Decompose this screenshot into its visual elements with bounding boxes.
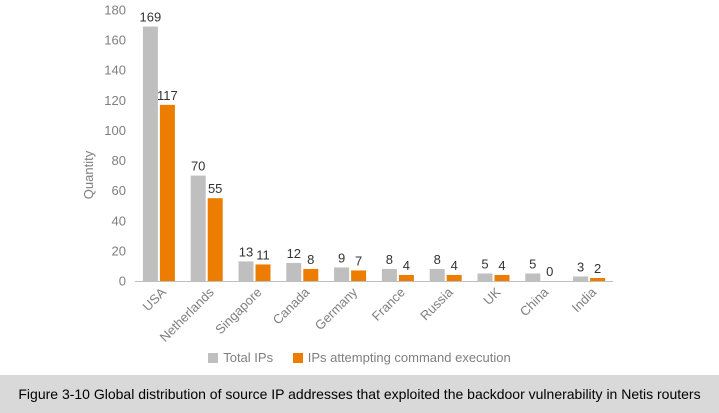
legend-item-total-ips: Total IPs (208, 350, 273, 365)
y-tick-label: 100 (104, 123, 126, 138)
x-tick-label-usa: USA (140, 284, 170, 314)
figure-caption: Figure 3-10 Global distribution of sourc… (0, 375, 719, 413)
data-label-singapore-total-ips: 13 (239, 244, 253, 259)
legend: Total IPs IPs attempting command executi… (0, 350, 719, 365)
data-label-russia-total-ips: 8 (434, 252, 441, 267)
y-tick-label: 40 (112, 213, 126, 228)
legend-label-total-ips: Total IPs (223, 350, 274, 365)
bar-france-total-ips (381, 268, 397, 281)
bar-singapore-ips-attempting-command-execution (255, 264, 271, 281)
bar-uk-total-ips (477, 273, 493, 281)
data-label-canada-total-ips: 12 (287, 246, 301, 261)
y-tick-label: 20 (112, 243, 126, 258)
data-label-singapore-ips-attempting-command-execution: 11 (256, 247, 270, 262)
y-tick-label: 140 (104, 63, 126, 78)
data-label-canada-ips-attempting-command-execution: 8 (307, 252, 314, 267)
data-label-usa-ips-attempting-command-execution: 117 (157, 88, 178, 103)
legend-item-command-execution: IPs attempting command execution (292, 350, 511, 365)
bar-russia-ips-attempting-command-execution (446, 274, 462, 281)
data-label-uk-ips-attempting-command-execution: 4 (498, 258, 505, 273)
data-label-uk-total-ips: 5 (481, 256, 488, 271)
data-label-china-ips-attempting-command-execution: 0 (546, 264, 553, 279)
data-label-china-total-ips: 5 (529, 256, 536, 271)
y-tick-label: 120 (104, 93, 126, 108)
legend-label-command-execution: IPs attempting command execution (307, 350, 511, 365)
data-label-india-total-ips: 3 (577, 259, 584, 274)
x-tick-label-france: France (369, 285, 408, 324)
data-label-netherlands-ips-attempting-command-execution: 55 (208, 181, 222, 196)
x-tick-label-uk: UK (480, 284, 504, 308)
bar-netherlands-ips-attempting-command-execution (207, 198, 223, 281)
bar-india-ips-attempting-command-execution (590, 277, 606, 281)
y-tick-label: 160 (104, 33, 126, 48)
bar-usa-ips-attempting-command-execution (159, 104, 175, 281)
data-label-russia-ips-attempting-command-execution: 4 (451, 258, 458, 273)
x-tick-label-singapore: Singapore (212, 285, 265, 338)
data-label-usa-total-ips: 169 (140, 10, 162, 25)
x-tick-label-india: India (569, 284, 600, 315)
bar-uk-ips-attempting-command-execution (494, 274, 510, 281)
bar-singapore-total-ips (238, 261, 254, 281)
bar-germany-total-ips (334, 267, 350, 281)
bar-germany-ips-attempting-command-execution (351, 270, 367, 281)
bar-china-total-ips (525, 273, 541, 281)
x-tick-label-russia: Russia (417, 284, 456, 323)
bar-usa-total-ips (142, 26, 158, 281)
bar-canada-total-ips (286, 262, 302, 281)
y-tick-label: 0 (119, 274, 126, 289)
y-tick-label: 80 (112, 153, 126, 168)
x-tick-label-canada: Canada (270, 284, 313, 327)
data-label-france-ips-attempting-command-execution: 4 (403, 258, 410, 273)
data-label-germany-total-ips: 9 (338, 250, 345, 265)
y-axis: 0 20 40 60 80 100 120 140 160 180 (104, 3, 126, 289)
legend-swatch-total-ips (208, 353, 219, 363)
y-axis-label: Quantity (81, 150, 96, 199)
data-label-germany-ips-attempting-command-execution: 7 (355, 253, 362, 268)
data-label-netherlands-total-ips: 70 (191, 159, 205, 174)
bar-india-total-ips (573, 276, 589, 281)
x-tick-label-germany: Germany (312, 284, 361, 333)
bar-canada-ips-attempting-command-execution (303, 268, 319, 281)
x-tick-label-china: China (517, 284, 552, 319)
data-label-france-total-ips: 8 (386, 252, 393, 267)
bar-russia-total-ips (429, 268, 445, 281)
bar-france-ips-attempting-command-execution (398, 274, 414, 281)
data-label-india-ips-attempting-command-execution: 2 (594, 261, 601, 276)
bar-netherlands-total-ips (190, 175, 206, 281)
y-tick-label: 60 (112, 183, 126, 198)
legend-swatch-command-execution (292, 353, 303, 363)
y-tick-label: 180 (104, 3, 126, 18)
